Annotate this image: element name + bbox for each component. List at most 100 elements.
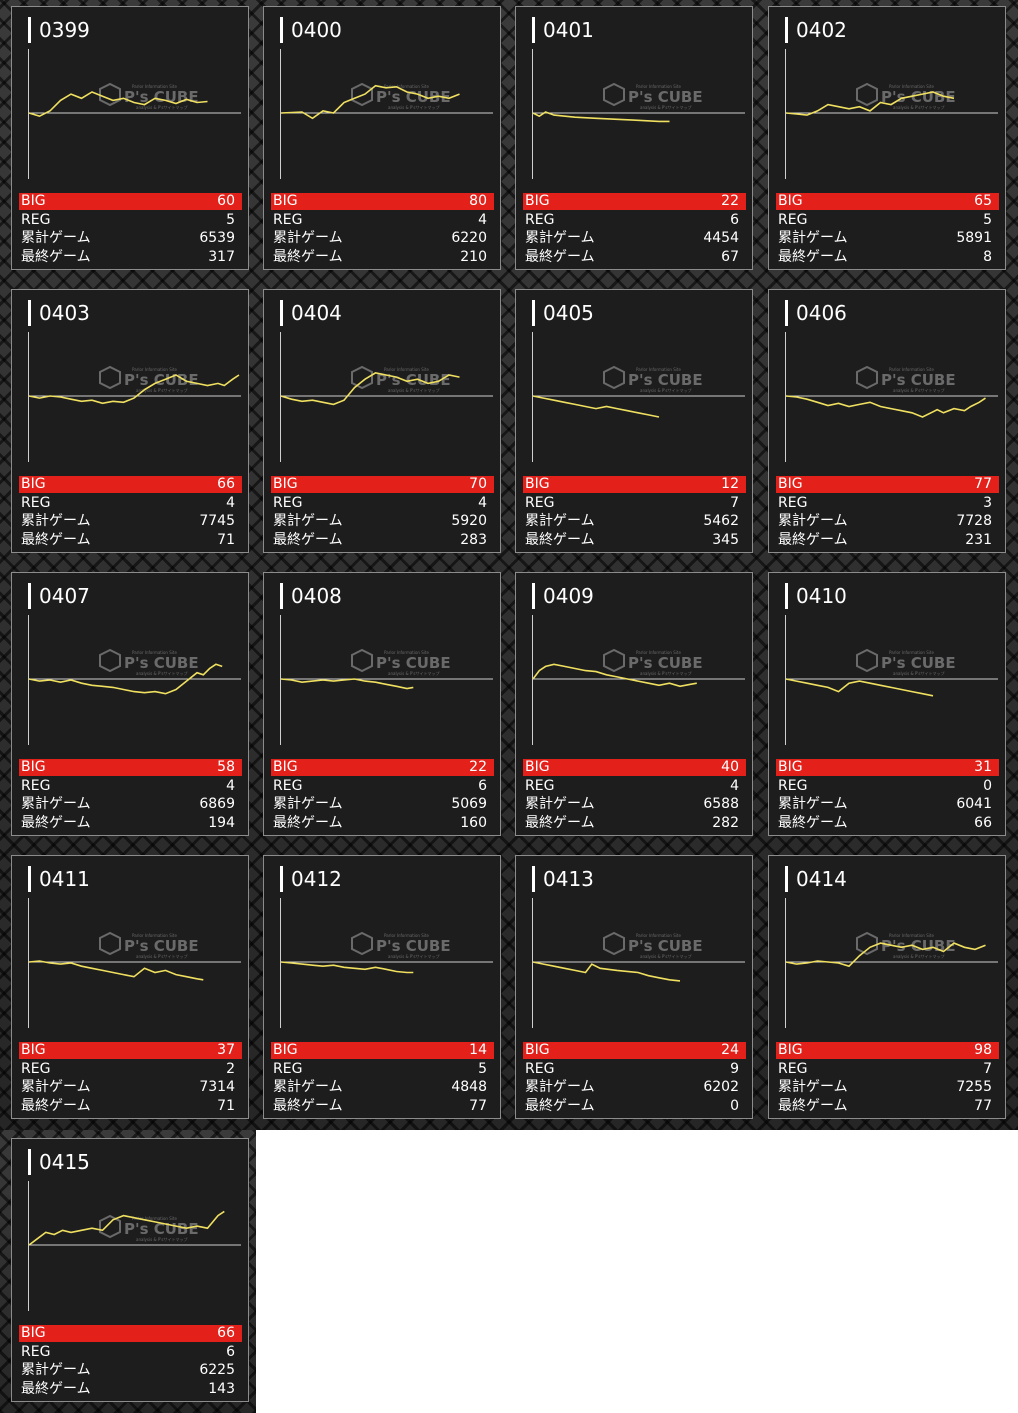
machine-card-0403[interactable]: 0403 P's CUBE Parlor Information Site an… bbox=[11, 289, 249, 553]
slump-graph: P's CUBE Parlor Information Site analysi… bbox=[532, 615, 745, 745]
watermark-sub: Parlor Information Site bbox=[889, 84, 934, 89]
watermark-brand: P's CUBE bbox=[628, 371, 703, 389]
last-games-row: 最終ゲーム 71 bbox=[19, 532, 242, 549]
machine-card-0406[interactable]: 0406 P's CUBE Parlor Information Site an… bbox=[768, 289, 1006, 553]
machine-card-0415[interactable]: 0415 P's CUBE Parlor Information Site an… bbox=[11, 1138, 249, 1402]
reg-count: 5 bbox=[226, 212, 235, 228]
last-games-row: 最終ゲーム 77 bbox=[271, 1098, 494, 1115]
total-games-row: 累計ゲーム 7255 bbox=[776, 1079, 999, 1096]
machine-card-0399[interactable]: 0399 P's CUBE Parlor Information Site an… bbox=[11, 6, 249, 270]
watermark-logo: P's CUBE Parlor Information Site analysi… bbox=[99, 931, 199, 959]
total-games-row: 累計ゲーム 7314 bbox=[19, 1079, 242, 1096]
machine-card-0411[interactable]: 0411 P's CUBE Parlor Information Site an… bbox=[11, 855, 249, 1119]
last-games-label: 最終ゲーム bbox=[273, 1098, 343, 1114]
big-label: BIG bbox=[21, 476, 46, 492]
slump-graph: P's CUBE Parlor Information Site analysi… bbox=[28, 615, 241, 745]
big-count-row: BIG 58 bbox=[19, 759, 242, 776]
reg-count-row: REG 4 bbox=[19, 778, 242, 795]
total-games: 4848 bbox=[451, 1079, 487, 1095]
machine-card-0410[interactable]: 0410 P's CUBE Parlor Information Site an… bbox=[768, 572, 1006, 836]
watermark-logo: P's CUBE Parlor Information Site analysi… bbox=[351, 82, 451, 110]
reg-count: 4 bbox=[478, 212, 487, 228]
machine-number: 0409 bbox=[532, 583, 594, 609]
reg-label: REG bbox=[273, 212, 303, 228]
big-count: 22 bbox=[469, 759, 487, 775]
total-games-label: 累計ゲーム bbox=[21, 513, 91, 529]
total-games: 7314 bbox=[199, 1079, 235, 1095]
big-count: 65 bbox=[974, 193, 992, 209]
watermark-brand: P's CUBE bbox=[881, 371, 956, 389]
last-games: 194 bbox=[208, 815, 235, 831]
big-count-row: BIG 70 bbox=[271, 476, 494, 493]
last-games-row: 最終ゲーム 143 bbox=[19, 1381, 242, 1398]
reg-count: 6 bbox=[478, 778, 487, 794]
watermark-tag: analysis & P'sサイトマップ bbox=[136, 104, 187, 110]
big-count-row: BIG 66 bbox=[19, 476, 242, 493]
watermark-sub: Parlor Information Site bbox=[384, 650, 429, 655]
watermark-brand: P's CUBE bbox=[124, 371, 199, 389]
machine-number: 0404 bbox=[280, 300, 342, 326]
big-count: 58 bbox=[217, 759, 235, 775]
watermark-sub: Parlor Information Site bbox=[889, 933, 934, 938]
slump-graph: P's CUBE Parlor Information Site analysi… bbox=[532, 49, 745, 179]
total-games-row: 累計ゲーム 6041 bbox=[776, 796, 999, 813]
machine-card-0401[interactable]: 0401 P's CUBE Parlor Information Site an… bbox=[515, 6, 753, 270]
last-games-label: 最終ゲーム bbox=[21, 1381, 91, 1397]
machine-card-0407[interactable]: 0407 P's CUBE Parlor Information Site an… bbox=[11, 572, 249, 836]
last-games-row: 最終ゲーム 345 bbox=[523, 532, 746, 549]
machine-card-0405[interactable]: 0405 P's CUBE Parlor Information Site an… bbox=[515, 289, 753, 553]
total-games-label: 累計ゲーム bbox=[21, 796, 91, 812]
watermark-sub: Parlor Information Site bbox=[889, 650, 934, 655]
big-count: 70 bbox=[469, 476, 487, 492]
total-games: 6202 bbox=[703, 1079, 739, 1095]
big-label: BIG bbox=[525, 476, 550, 492]
watermark-sub: Parlor Information Site bbox=[132, 650, 177, 655]
slump-line bbox=[28, 663, 223, 695]
total-games: 5069 bbox=[451, 796, 487, 812]
watermark-logo: P's CUBE Parlor Information Site analysi… bbox=[351, 648, 451, 676]
watermark-tag: analysis & P'sサイトマップ bbox=[893, 104, 944, 110]
big-count-row: BIG 22 bbox=[523, 193, 746, 210]
machine-card-0400[interactable]: 0400 P's CUBE Parlor Information Site an… bbox=[263, 6, 501, 270]
big-count-row: BIG 65 bbox=[776, 193, 999, 210]
big-count-row: BIG 22 bbox=[271, 759, 494, 776]
cube-logo-icon bbox=[351, 648, 373, 673]
slump-line bbox=[785, 678, 934, 697]
last-games-row: 最終ゲーム 210 bbox=[271, 249, 494, 266]
last-games: 8 bbox=[983, 249, 992, 265]
last-games-row: 最終ゲーム 0 bbox=[523, 1098, 746, 1115]
machine-card-0409[interactable]: 0409 P's CUBE Parlor Information Site an… bbox=[515, 572, 753, 836]
machine-card-0413[interactable]: 0413 P's CUBE Parlor Information Site an… bbox=[515, 855, 753, 1119]
reg-count-row: REG 0 bbox=[776, 778, 999, 795]
big-count: 60 bbox=[217, 193, 235, 209]
machine-card-0414[interactable]: 0414 P's CUBE Parlor Information Site an… bbox=[768, 855, 1006, 1119]
big-count: 98 bbox=[974, 1042, 992, 1058]
slump-line bbox=[280, 372, 460, 406]
machine-card-0404[interactable]: 0404 P's CUBE Parlor Information Site an… bbox=[263, 289, 501, 553]
total-games: 5462 bbox=[703, 513, 739, 529]
total-games: 6041 bbox=[956, 796, 992, 812]
slump-line bbox=[785, 395, 986, 418]
total-games-label: 累計ゲーム bbox=[273, 1079, 343, 1095]
reg-count-row: REG 7 bbox=[776, 1061, 999, 1078]
reg-count: 9 bbox=[730, 1061, 739, 1077]
reg-count: 0 bbox=[983, 778, 992, 794]
machine-card-0408[interactable]: 0408 P's CUBE Parlor Information Site an… bbox=[263, 572, 501, 836]
total-games: 7255 bbox=[956, 1079, 992, 1095]
watermark-tag: analysis & P'sサイトマップ bbox=[640, 670, 691, 676]
watermark-logo: P's CUBE Parlor Information Site analysi… bbox=[99, 82, 199, 110]
last-games: 71 bbox=[217, 532, 235, 548]
reg-count-row: REG 6 bbox=[523, 212, 746, 229]
watermark-sub: Parlor Information Site bbox=[132, 367, 177, 372]
last-games-label: 最終ゲーム bbox=[21, 1098, 91, 1114]
watermark-sub: Parlor Information Site bbox=[636, 650, 681, 655]
cube-logo-icon bbox=[603, 365, 625, 390]
total-games-label: 累計ゲーム bbox=[778, 230, 848, 246]
watermark-brand: P's CUBE bbox=[376, 88, 451, 106]
last-games-row: 最終ゲーム 77 bbox=[776, 1098, 999, 1115]
slump-line bbox=[785, 942, 986, 968]
slump-graph: P's CUBE Parlor Information Site analysi… bbox=[280, 332, 493, 462]
machine-card-0402[interactable]: 0402 P's CUBE Parlor Information Site an… bbox=[768, 6, 1006, 270]
big-count-row: BIG 60 bbox=[19, 193, 242, 210]
machine-card-0412[interactable]: 0412 P's CUBE Parlor Information Site an… bbox=[263, 855, 501, 1119]
